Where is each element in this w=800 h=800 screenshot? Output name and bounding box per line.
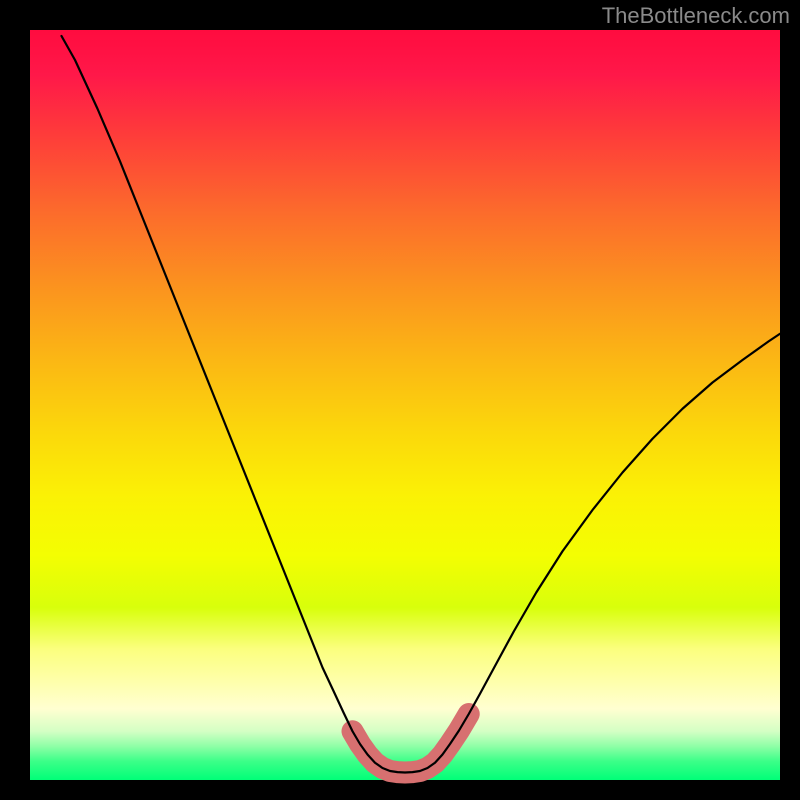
plot-background [30, 30, 780, 780]
plot-area [30, 30, 780, 780]
watermark-text: TheBottleneck.com [602, 3, 790, 29]
chart-frame: TheBottleneck.com [0, 0, 800, 800]
plot-svg [30, 30, 780, 780]
